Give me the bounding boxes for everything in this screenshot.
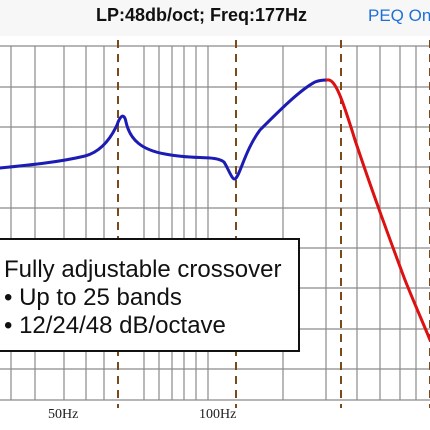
- crossover-curve: [325, 78, 430, 342]
- filter-status-text: LP:48db/oct; Freq:177Hz: [96, 5, 308, 25]
- callout-line-slopes: • 12/24/48 dB/octave: [4, 312, 226, 339]
- x-tick-label-100hz: 100Hz: [199, 407, 236, 422]
- peq-toggle-button[interactable]: PEQ On: [368, 6, 430, 25]
- feature-callout: Fully adjustable crossover • Up to 25 ba…: [0, 238, 300, 352]
- callout-line-title: Fully adjustable crossover: [4, 256, 282, 283]
- eq-response-curve: [0, 78, 329, 181]
- x-tick-label-50hz: 50Hz: [48, 407, 78, 422]
- callout-line-bands: • Up to 25 bands: [4, 284, 182, 311]
- x-axis-labels: 50Hz 100Hz: [48, 407, 236, 422]
- top-toolbar: LP:48db/oct; Freq:177Hz PEQ On: [0, 0, 430, 36]
